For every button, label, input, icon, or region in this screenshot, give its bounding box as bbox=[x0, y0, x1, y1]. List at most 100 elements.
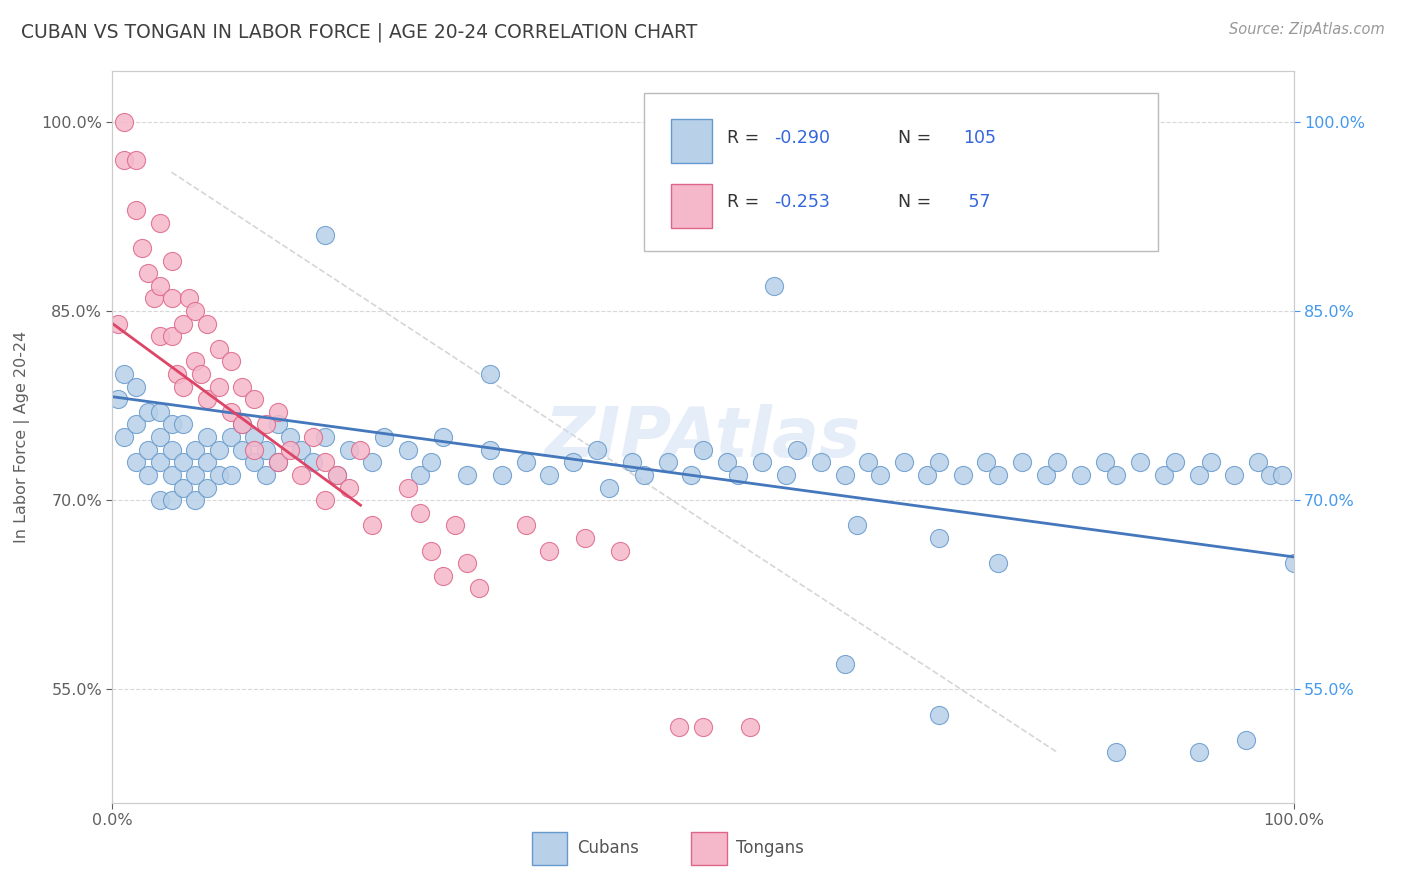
Point bbox=[184, 304, 207, 318]
Point bbox=[160, 493, 183, 508]
Point bbox=[302, 455, 325, 469]
Point bbox=[361, 455, 384, 469]
Point bbox=[160, 417, 183, 432]
Point bbox=[314, 228, 336, 243]
Point bbox=[1129, 455, 1152, 469]
Point bbox=[172, 379, 194, 393]
Point bbox=[112, 153, 135, 167]
Point bbox=[349, 442, 371, 457]
Text: -0.290: -0.290 bbox=[773, 128, 830, 146]
Point bbox=[396, 442, 419, 457]
Point bbox=[254, 417, 277, 432]
Point bbox=[716, 455, 738, 469]
Point bbox=[195, 481, 218, 495]
Point bbox=[314, 430, 336, 444]
Point bbox=[149, 216, 172, 230]
Point bbox=[195, 430, 218, 444]
Point bbox=[562, 455, 585, 469]
Point bbox=[290, 442, 312, 457]
Point bbox=[740, 720, 762, 734]
Point bbox=[254, 467, 277, 482]
Point bbox=[574, 531, 596, 545]
Point bbox=[184, 442, 207, 457]
Point bbox=[172, 455, 194, 469]
Point bbox=[160, 467, 183, 482]
FancyBboxPatch shape bbox=[692, 832, 727, 865]
Point bbox=[142, 291, 165, 305]
Point bbox=[149, 278, 172, 293]
Point bbox=[160, 442, 183, 457]
Text: N =: N = bbox=[898, 193, 931, 211]
Point bbox=[1046, 455, 1069, 469]
Point bbox=[149, 430, 172, 444]
Point bbox=[219, 405, 242, 419]
Point bbox=[131, 241, 153, 255]
Point bbox=[208, 442, 231, 457]
Point bbox=[598, 481, 620, 495]
Point bbox=[408, 467, 430, 482]
FancyBboxPatch shape bbox=[671, 184, 713, 227]
Point bbox=[1188, 467, 1211, 482]
Point bbox=[219, 430, 242, 444]
Text: 105: 105 bbox=[963, 128, 995, 146]
Point bbox=[408, 506, 430, 520]
Point bbox=[869, 467, 891, 482]
Point bbox=[456, 467, 478, 482]
Point bbox=[231, 379, 253, 393]
Point bbox=[219, 467, 242, 482]
Point bbox=[786, 442, 808, 457]
Point bbox=[538, 543, 561, 558]
Text: N =: N = bbox=[898, 128, 931, 146]
Point bbox=[107, 317, 129, 331]
Point bbox=[172, 317, 194, 331]
Point bbox=[136, 442, 159, 457]
Point bbox=[952, 467, 974, 482]
Point bbox=[160, 329, 183, 343]
Point bbox=[231, 442, 253, 457]
Point bbox=[326, 467, 349, 482]
Point bbox=[231, 417, 253, 432]
Text: Cubans: Cubans bbox=[576, 839, 638, 857]
Point bbox=[432, 569, 454, 583]
Text: R =: R = bbox=[727, 193, 765, 211]
Text: Source: ZipAtlas.com: Source: ZipAtlas.com bbox=[1229, 22, 1385, 37]
Point bbox=[456, 556, 478, 570]
Point bbox=[1011, 455, 1033, 469]
Point bbox=[479, 367, 502, 381]
Point bbox=[609, 543, 631, 558]
Point bbox=[337, 442, 360, 457]
Point bbox=[267, 455, 290, 469]
Point bbox=[243, 392, 266, 407]
Point bbox=[893, 455, 915, 469]
Point bbox=[681, 467, 703, 482]
Point bbox=[928, 455, 950, 469]
Point bbox=[208, 379, 231, 393]
Point bbox=[160, 291, 183, 305]
Point bbox=[775, 467, 797, 482]
Point bbox=[314, 455, 336, 469]
Point bbox=[337, 481, 360, 495]
Point bbox=[149, 405, 172, 419]
Point bbox=[149, 455, 172, 469]
Point bbox=[136, 405, 159, 419]
Point bbox=[515, 518, 537, 533]
Point bbox=[515, 455, 537, 469]
Point bbox=[1271, 467, 1294, 482]
Point bbox=[243, 430, 266, 444]
Point bbox=[195, 392, 218, 407]
Point bbox=[267, 417, 290, 432]
Point bbox=[302, 430, 325, 444]
Point bbox=[190, 367, 212, 381]
FancyBboxPatch shape bbox=[671, 120, 713, 163]
Point bbox=[112, 367, 135, 381]
Y-axis label: In Labor Force | Age 20-24: In Labor Force | Age 20-24 bbox=[14, 331, 30, 543]
Point bbox=[1164, 455, 1187, 469]
Point bbox=[219, 354, 242, 368]
Point bbox=[1282, 556, 1305, 570]
Point bbox=[1094, 455, 1116, 469]
Point bbox=[762, 278, 785, 293]
Text: CUBAN VS TONGAN IN LABOR FORCE | AGE 20-24 CORRELATION CHART: CUBAN VS TONGAN IN LABOR FORCE | AGE 20-… bbox=[21, 22, 697, 42]
Point bbox=[1070, 467, 1092, 482]
Point bbox=[125, 379, 148, 393]
Point bbox=[160, 253, 183, 268]
